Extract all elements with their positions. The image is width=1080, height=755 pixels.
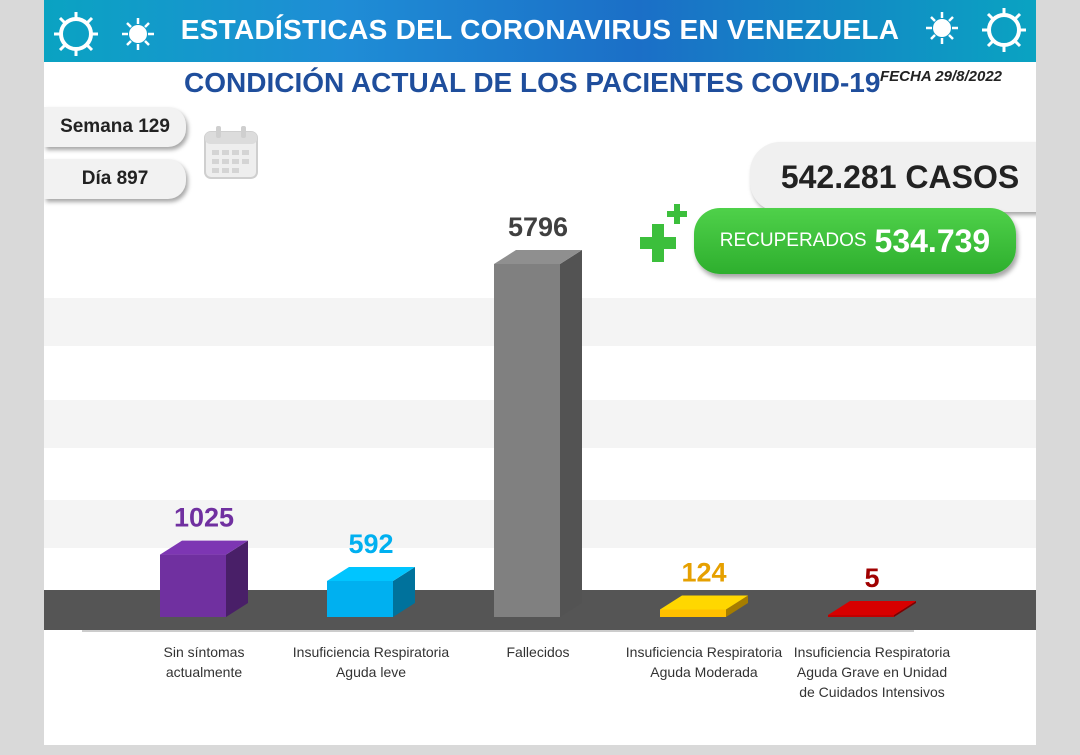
bar-front	[327, 580, 393, 617]
header-banner: ESTADÍSTICAS DEL CORONAVIRUS EN VENEZUEL…	[44, 0, 1036, 62]
virus-icon	[54, 12, 98, 56]
bar-top	[494, 250, 582, 264]
bar	[494, 250, 582, 617]
bar	[160, 540, 248, 617]
virus-icon	[982, 8, 1026, 52]
bar-top	[828, 601, 916, 615]
bar-chart: 1025 592 5796 124 5	[44, 212, 1036, 632]
category-label: Sin síntomas actualmente	[163, 644, 245, 680]
bar-value-label: 592	[348, 529, 393, 559]
bar	[327, 566, 415, 617]
category-label: Insuficiencia Respiratoria Aguda leve	[292, 644, 450, 680]
bar-side	[560, 250, 582, 617]
virus-icon	[122, 18, 154, 50]
bar-side	[393, 566, 415, 617]
bar-front	[660, 609, 726, 617]
page: ESTADÍSTICAS DEL CORONAVIRUS EN VENEZUEL…	[44, 0, 1036, 745]
total-cases-badge: 542.281 CASOS	[750, 142, 1036, 212]
recovered-label: RECUPERADOS	[719, 230, 867, 251]
recovered-value: 534.739	[874, 222, 991, 259]
bar-side	[226, 540, 248, 617]
bar	[660, 595, 748, 617]
bar-front	[828, 615, 894, 617]
plus-icon	[640, 204, 687, 262]
bar-side	[726, 595, 748, 617]
bar-front	[494, 264, 560, 617]
bar-front	[160, 554, 226, 617]
recovered-badge: RECUPERADOS 534.739	[694, 208, 1016, 274]
category-label: Insuficiencia Respiratoria Aguda Moderad…	[625, 644, 783, 680]
bar-side	[894, 601, 916, 617]
calendar-icon	[204, 126, 258, 179]
virus-icon	[926, 12, 958, 44]
bar-value-label: 5796	[508, 212, 568, 242]
category-label: Insuficiencia Respiratoria Aguda Grave e…	[793, 644, 951, 700]
bar-top	[160, 540, 248, 555]
bar-top	[327, 566, 415, 581]
week-badge: Semana 129	[44, 107, 186, 147]
bar-top	[660, 595, 748, 610]
date-label: FECHA 29/8/2022	[880, 68, 1003, 85]
bar-value-label: 5	[864, 563, 879, 593]
bar	[828, 601, 916, 617]
day-badge: Día 897	[44, 159, 186, 199]
bar-value-label: 124	[681, 557, 726, 587]
banner-title: ESTADÍSTICAS DEL CORONAVIRUS EN VENEZUEL…	[180, 14, 900, 45]
bar-value-label: 1025	[174, 503, 234, 533]
page-subtitle: CONDICIÓN ACTUAL DE LOS PACIENTES COVID-…	[184, 67, 881, 98]
category-label: Fallecidos	[506, 644, 570, 660]
